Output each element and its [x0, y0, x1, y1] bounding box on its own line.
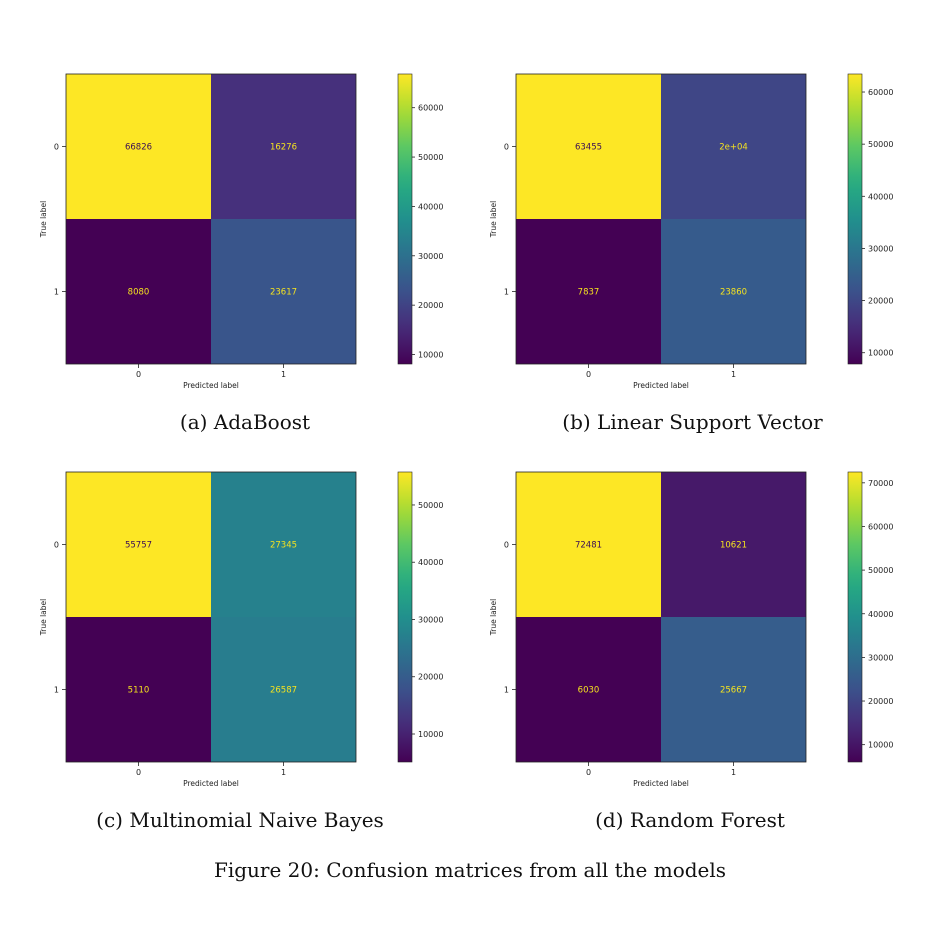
cell-label-1-1: 23617 [270, 288, 297, 298]
heatmap-frame [515, 471, 807, 763]
heatmap-panel-0: 66826 16276 8080 23617 0 1 0 1 Predicted label Tr… [39, 73, 443, 390]
cell-1-0 [66, 219, 211, 364]
colorbar-tick-label: 40000 [868, 610, 893, 619]
colorbar-tick-label: 30000 [418, 615, 443, 624]
x-tick-label: 0 [136, 768, 141, 777]
cell-0-1 [211, 74, 356, 219]
cell-label-0-1: 27345 [270, 541, 297, 551]
cell-1-1 [211, 617, 356, 762]
cell-1-0 [66, 617, 211, 762]
y-axis-label: True label [489, 201, 498, 238]
x-tick-label: 1 [731, 768, 736, 777]
colorbar-tick-label: 50000 [868, 566, 893, 575]
heatmap-panel-1: 63455 2e+04 7837 23860 0 1 0 1 Predicted label Tr… [489, 73, 893, 390]
cell-label-1-1: 23860 [720, 288, 747, 298]
cell-label-1-0: 5110 [128, 686, 150, 696]
colorbar-tick-label: 20000 [868, 297, 893, 306]
colorbar-tick-label: 70000 [868, 479, 893, 488]
cell-0-0 [66, 74, 211, 219]
colorbar [847, 471, 863, 763]
y-tick-label: 0 [504, 541, 509, 550]
colorbar-tick-label: 30000 [868, 653, 893, 662]
colorbar-tick-label: 60000 [418, 104, 443, 113]
panel-caption-adaboost: (a) AdaBoost [179, 410, 311, 434]
colorbar-tick-label: 20000 [418, 673, 443, 682]
x-axis-label: Predicted label [183, 779, 239, 788]
panel-caption-random-forest: (d) Random Forest [595, 808, 785, 832]
x-axis-label: Predicted label [183, 381, 239, 390]
colorbar-tick-label: 10000 [868, 741, 893, 750]
x-axis-label: Predicted label [633, 381, 689, 390]
colorbar [847, 73, 863, 365]
cell-1-1 [661, 617, 806, 762]
panel-caption-naive-bayes: (c) Multinomial Naive Bayes [96, 808, 384, 832]
cell-label-0-0: 63455 [575, 143, 602, 153]
cell-1-1 [661, 219, 806, 364]
colorbar-tick-label: 10000 [418, 730, 443, 739]
y-tick-label: 0 [504, 143, 509, 152]
y-tick-label: 1 [54, 288, 59, 297]
colorbar-tick-label: 20000 [868, 697, 893, 706]
heatmap-frame [65, 73, 357, 365]
x-tick-label: 1 [281, 370, 286, 379]
x-axis-label: Predicted label [633, 779, 689, 788]
y-tick-label: 0 [54, 143, 59, 152]
y-tick-label: 1 [504, 288, 509, 297]
cell-label-0-1: 2e+04 [719, 143, 748, 153]
colorbar-tick-label: 10000 [418, 351, 443, 360]
cell-1-0 [516, 617, 661, 762]
cell-0-0 [516, 472, 661, 617]
cell-0-0 [66, 472, 211, 617]
heatmap-frame [65, 471, 357, 763]
cell-label-0-1: 16276 [270, 143, 297, 153]
colorbar-tick-label: 30000 [418, 252, 443, 261]
heatmap-panel-3: 72481 10621 6030 25667 0 1 0 1 Predicted label Tr… [489, 471, 893, 788]
cell-label-0-0: 72481 [575, 541, 602, 551]
cell-1-0 [516, 219, 661, 364]
cell-label-1-0: 6030 [578, 686, 600, 696]
heatmap-frame [515, 73, 807, 365]
heatmap-panel-2: 55757 27345 5110 26587 0 1 0 1 Predicted label Tr… [39, 471, 443, 788]
y-tick-label: 0 [54, 541, 59, 550]
colorbar-tick-label: 10000 [868, 349, 893, 358]
x-tick-label: 0 [586, 370, 591, 379]
cell-1-1 [211, 219, 356, 364]
x-tick-label: 0 [136, 370, 141, 379]
cell-0-1 [661, 74, 806, 219]
colorbar-tick-label: 60000 [868, 522, 893, 531]
panel-caption-linear-svc: (b) Linear Support Vector [562, 410, 823, 434]
y-tick-label: 1 [54, 686, 59, 695]
colorbar-tick-label: 40000 [418, 202, 443, 211]
cell-label-1-1: 25667 [720, 686, 747, 696]
cell-label-1-1: 26587 [270, 686, 297, 696]
colorbar-tick-label: 40000 [418, 558, 443, 567]
cell-label-0-0: 66826 [125, 143, 152, 153]
y-tick-label: 1 [504, 686, 509, 695]
colorbar-tick-label: 50000 [418, 501, 443, 510]
colorbar-tick-label: 30000 [868, 244, 893, 253]
colorbar [397, 73, 413, 365]
cell-0-1 [211, 472, 356, 617]
colorbar-tick-label: 60000 [868, 88, 893, 97]
cell-label-0-1: 10621 [720, 541, 747, 551]
x-tick-label: 1 [731, 370, 736, 379]
colorbar [397, 471, 413, 763]
cell-label-0-0: 55757 [125, 541, 152, 551]
cell-label-1-0: 8080 [128, 288, 150, 298]
x-tick-label: 1 [281, 768, 286, 777]
colorbar-tick-label: 50000 [868, 140, 893, 149]
figure-caption: Figure 20: Confusion matrices from all t… [213, 858, 727, 882]
cell-0-0 [516, 74, 661, 219]
colorbar-tick-label: 20000 [418, 301, 443, 310]
y-axis-label: True label [39, 599, 48, 636]
y-axis-label: True label [489, 599, 498, 636]
cell-0-1 [661, 472, 806, 617]
colorbar-tick-label: 40000 [868, 192, 893, 201]
y-axis-label: True label [39, 201, 48, 238]
colorbar-tick-label: 50000 [418, 153, 443, 162]
cell-label-1-0: 7837 [578, 288, 600, 298]
x-tick-label: 0 [586, 768, 591, 777]
